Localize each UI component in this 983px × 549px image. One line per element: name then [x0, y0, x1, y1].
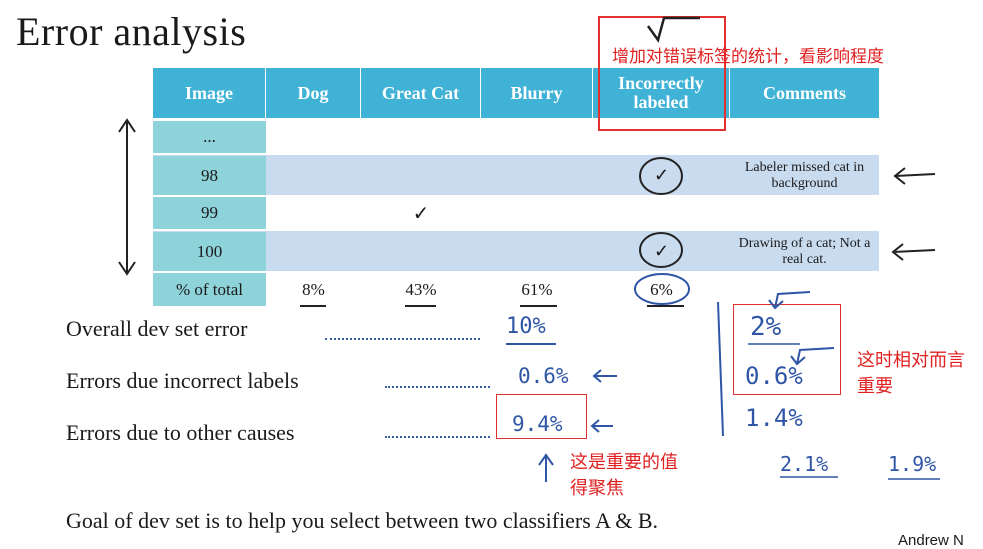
incorrect-labels-label: Errors due incorrect labels	[66, 368, 299, 393]
comment-text: Labeler missed cat in background	[744, 159, 865, 191]
page-title: Error analysis	[16, 9, 247, 54]
annotation-1-4-percent: 1.4%	[745, 404, 803, 432]
annotation-2-percent: 2%	[750, 312, 782, 342]
overall-error-value: 10%	[506, 314, 546, 339]
other-causes-label: Errors due to other causes	[66, 420, 295, 445]
header-dog: Dog	[266, 68, 361, 118]
check-mark: ✓	[653, 241, 670, 261]
dotted-leader	[385, 436, 490, 438]
incorrect-labels-value: 0.6%	[518, 364, 569, 388]
note-top: 增加对错误标签的统计，看影响程度	[612, 47, 884, 67]
row-id: 99	[153, 197, 266, 229]
goal-sentence: Goal of dev set is to help you select be…	[66, 508, 659, 533]
header-comments: Comments	[730, 68, 879, 118]
note-bottom: 这是重要的值得聚焦	[570, 452, 678, 499]
double-arrow-icon	[118, 118, 136, 276]
note-right: 这时相对而言重要	[857, 350, 965, 397]
highlight-box-incorrect-labeled	[598, 16, 726, 131]
header-image: Image	[153, 68, 266, 118]
row-id: 98	[153, 156, 266, 195]
total-great-cat: 43%	[405, 279, 437, 299]
header-great-cat: Great Cat	[361, 68, 481, 118]
arrow-up-icon	[538, 453, 554, 482]
highlight-box-right-values	[733, 304, 841, 395]
overall-error-label: Overall dev set error	[66, 316, 248, 341]
total-blurry: 61%	[521, 279, 553, 299]
arrow-left-icon	[590, 419, 613, 433]
check-mark: ✓	[653, 165, 670, 185]
row-id: 100	[153, 232, 266, 271]
annotation-2-1-percent: 2.1%	[780, 452, 829, 476]
comment-text: Drawing of a cat; Not a real cat.	[738, 235, 871, 267]
annotation-1-9-percent: 1.9%	[888, 452, 937, 476]
other-causes-value: 9.4%	[512, 412, 563, 436]
dotted-leader	[385, 386, 490, 388]
totals-label: % of total	[153, 273, 266, 306]
arrow-left-icon	[891, 243, 936, 261]
arrow-left-icon	[592, 369, 617, 383]
check-mark: ✓	[412, 202, 430, 225]
annotation-0-6-percent: 0.6%	[745, 362, 803, 390]
total-dog: 8%	[302, 279, 325, 299]
table-row	[153, 231, 879, 271]
divider-stroke	[717, 301, 724, 437]
author-credit: Andrew N	[898, 532, 964, 549]
row-id: ...	[153, 121, 266, 153]
dotted-leader	[325, 338, 480, 340]
total-incorrect: 6%	[650, 279, 673, 299]
header-blurry: Blurry	[481, 68, 593, 118]
table-row	[153, 155, 879, 195]
highlight-box-other-causes	[496, 394, 587, 439]
header-incorrectly-labeled: Incorrectly labeled	[593, 68, 730, 118]
arrow-left-icon	[893, 167, 936, 185]
